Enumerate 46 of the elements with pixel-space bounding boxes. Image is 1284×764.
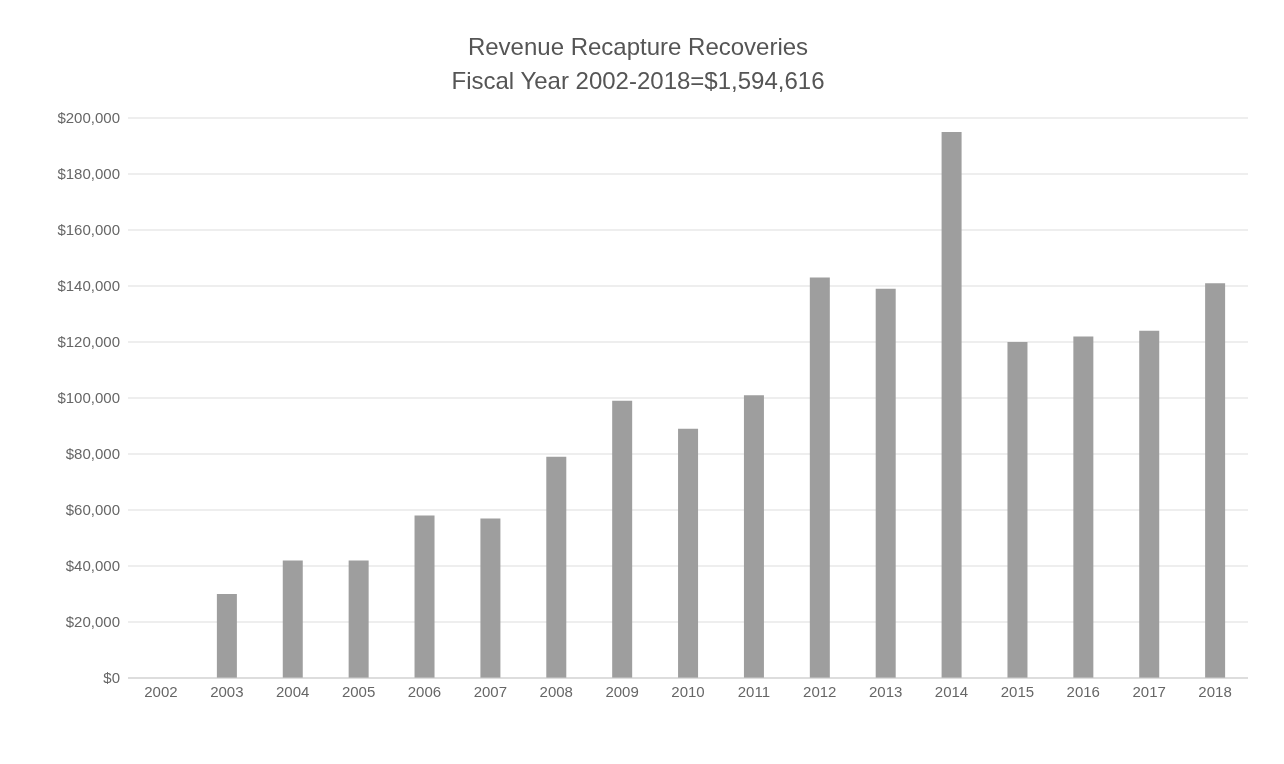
y-tick-label: $60,000	[65, 501, 120, 519]
bar	[1205, 283, 1226, 678]
bar	[480, 518, 501, 678]
x-tick-label: 2003	[210, 682, 244, 700]
x-tick-label: 2005	[341, 682, 376, 700]
bar	[612, 400, 633, 678]
y-tick-label: $180,000	[57, 165, 120, 183]
bar	[809, 277, 830, 678]
bar	[348, 560, 369, 678]
x-tick-label: 2011	[737, 682, 771, 700]
x-tick-label: 2017	[1132, 682, 1166, 700]
bar	[1007, 342, 1028, 678]
bar	[1073, 336, 1094, 678]
x-tick-label: 2018	[1198, 682, 1232, 700]
bar	[414, 515, 435, 678]
x-tick-label: 2002	[144, 682, 178, 700]
bar	[743, 395, 764, 678]
bar	[875, 288, 896, 678]
x-tick-label: 2006	[407, 682, 442, 700]
bar	[678, 428, 699, 678]
bar	[941, 132, 962, 678]
x-tick-label: 2016	[1066, 682, 1100, 700]
y-tick-label: $100,000	[57, 389, 120, 407]
bar	[216, 594, 237, 678]
x-tick-label: 2004	[276, 682, 310, 700]
y-tick-label: $160,000	[57, 221, 120, 239]
x-tick-label: 2015	[1000, 682, 1035, 700]
bar	[546, 456, 567, 678]
y-tick-label: $120,000	[57, 333, 120, 351]
y-tick-label: $200,000	[57, 109, 120, 127]
x-tick-label: 2007	[473, 682, 508, 700]
chart-title: Revenue Recapture Recoveries	[466, 32, 810, 62]
x-tick-label: 2009	[605, 682, 639, 700]
x-tick-label: 2008	[539, 682, 573, 700]
y-tick-label: $0	[103, 669, 120, 687]
y-tick-label: $40,000	[65, 557, 120, 575]
x-tick-label: 2010	[671, 682, 705, 700]
y-tick-label: $140,000	[57, 277, 120, 295]
bar	[1139, 330, 1160, 678]
chart-subtitle: Fiscal Year 2002-2018=$1,594,616	[450, 66, 826, 96]
x-tick-label: 2013	[868, 682, 903, 700]
x-tick-label: 2012	[803, 682, 837, 700]
y-tick-label: $20,000	[65, 613, 120, 631]
bar	[282, 560, 303, 678]
x-tick-label: 2014	[934, 682, 969, 700]
y-tick-label: $80,000	[65, 445, 120, 463]
